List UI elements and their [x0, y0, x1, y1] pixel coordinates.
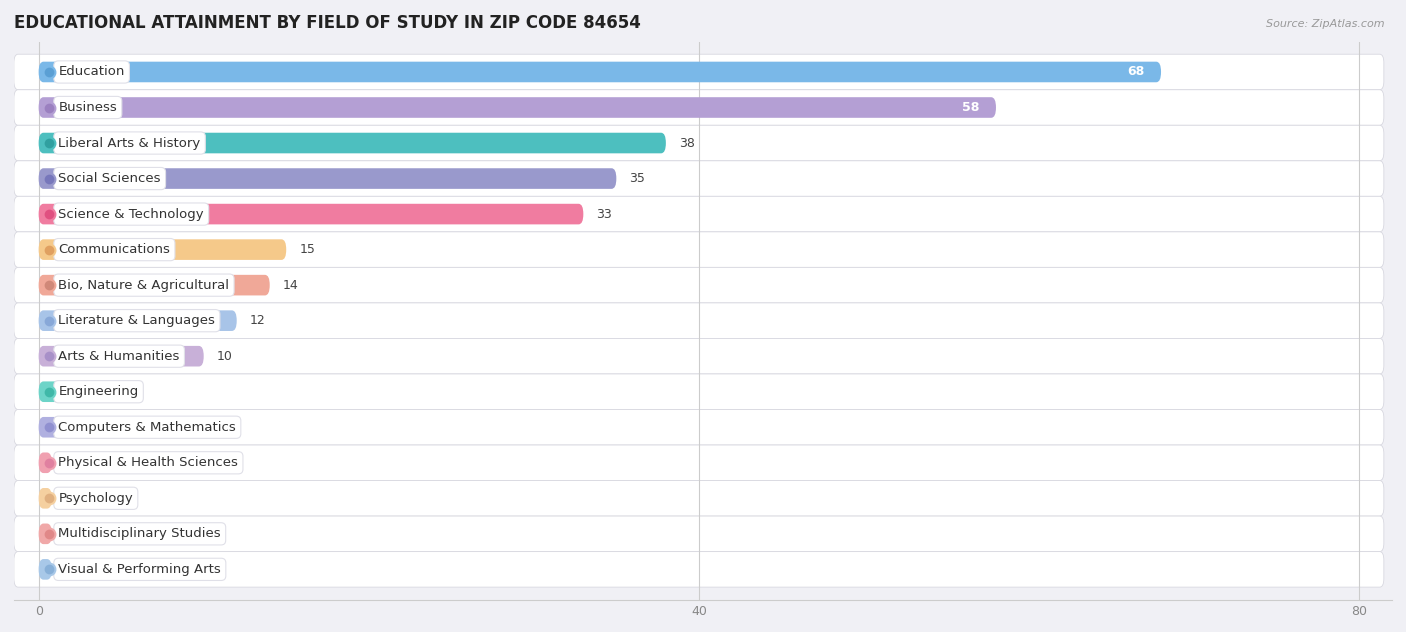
FancyBboxPatch shape: [38, 97, 995, 118]
Text: Bio, Nature & Agricultural: Bio, Nature & Agricultural: [59, 279, 229, 291]
FancyBboxPatch shape: [38, 310, 236, 331]
FancyBboxPatch shape: [38, 559, 52, 580]
FancyBboxPatch shape: [14, 54, 1384, 90]
Text: 0: 0: [63, 563, 72, 576]
FancyBboxPatch shape: [38, 275, 270, 295]
Text: EDUCATIONAL ATTAINMENT BY FIELD OF STUDY IN ZIP CODE 84654: EDUCATIONAL ATTAINMENT BY FIELD OF STUDY…: [14, 14, 641, 32]
Text: Multidisciplinary Studies: Multidisciplinary Studies: [59, 527, 221, 540]
FancyBboxPatch shape: [38, 453, 52, 473]
Text: 58: 58: [962, 101, 980, 114]
Text: 12: 12: [250, 314, 266, 327]
FancyBboxPatch shape: [14, 90, 1384, 125]
FancyBboxPatch shape: [14, 267, 1384, 303]
Text: 14: 14: [283, 279, 298, 291]
Text: Communications: Communications: [59, 243, 170, 256]
Text: Source: ZipAtlas.com: Source: ZipAtlas.com: [1267, 19, 1385, 29]
FancyBboxPatch shape: [14, 480, 1384, 516]
Text: 33: 33: [596, 207, 612, 221]
Text: Business: Business: [59, 101, 117, 114]
Text: Science & Technology: Science & Technology: [59, 207, 204, 221]
Text: Liberal Arts & History: Liberal Arts & History: [59, 137, 201, 150]
Text: Literature & Languages: Literature & Languages: [59, 314, 215, 327]
Text: 0: 0: [63, 456, 72, 470]
FancyBboxPatch shape: [38, 346, 204, 367]
Text: Social Sciences: Social Sciences: [59, 172, 160, 185]
FancyBboxPatch shape: [14, 374, 1384, 410]
FancyBboxPatch shape: [14, 338, 1384, 374]
Text: Computers & Mathematics: Computers & Mathematics: [59, 421, 236, 434]
Text: Visual & Performing Arts: Visual & Performing Arts: [59, 563, 221, 576]
FancyBboxPatch shape: [14, 303, 1384, 338]
Text: 0: 0: [63, 527, 72, 540]
Text: 10: 10: [217, 349, 233, 363]
Text: 4: 4: [118, 386, 125, 398]
FancyBboxPatch shape: [14, 410, 1384, 445]
FancyBboxPatch shape: [38, 488, 52, 509]
Text: 0: 0: [63, 492, 72, 505]
FancyBboxPatch shape: [38, 417, 89, 437]
FancyBboxPatch shape: [38, 168, 616, 189]
FancyBboxPatch shape: [14, 445, 1384, 480]
FancyBboxPatch shape: [14, 232, 1384, 267]
Text: Arts & Humanities: Arts & Humanities: [59, 349, 180, 363]
FancyBboxPatch shape: [14, 552, 1384, 587]
Text: Physical & Health Sciences: Physical & Health Sciences: [59, 456, 239, 470]
Text: 3: 3: [101, 421, 110, 434]
FancyBboxPatch shape: [38, 204, 583, 224]
FancyBboxPatch shape: [14, 197, 1384, 232]
Text: Psychology: Psychology: [59, 492, 134, 505]
Text: Engineering: Engineering: [59, 386, 139, 398]
Text: 38: 38: [679, 137, 695, 150]
Text: 15: 15: [299, 243, 315, 256]
FancyBboxPatch shape: [14, 125, 1384, 161]
FancyBboxPatch shape: [14, 161, 1384, 197]
FancyBboxPatch shape: [38, 133, 666, 154]
FancyBboxPatch shape: [38, 62, 1161, 82]
FancyBboxPatch shape: [38, 523, 52, 544]
Text: Education: Education: [59, 66, 125, 78]
FancyBboxPatch shape: [38, 240, 287, 260]
FancyBboxPatch shape: [14, 516, 1384, 552]
Text: 35: 35: [630, 172, 645, 185]
FancyBboxPatch shape: [38, 382, 104, 402]
Text: 68: 68: [1128, 66, 1144, 78]
